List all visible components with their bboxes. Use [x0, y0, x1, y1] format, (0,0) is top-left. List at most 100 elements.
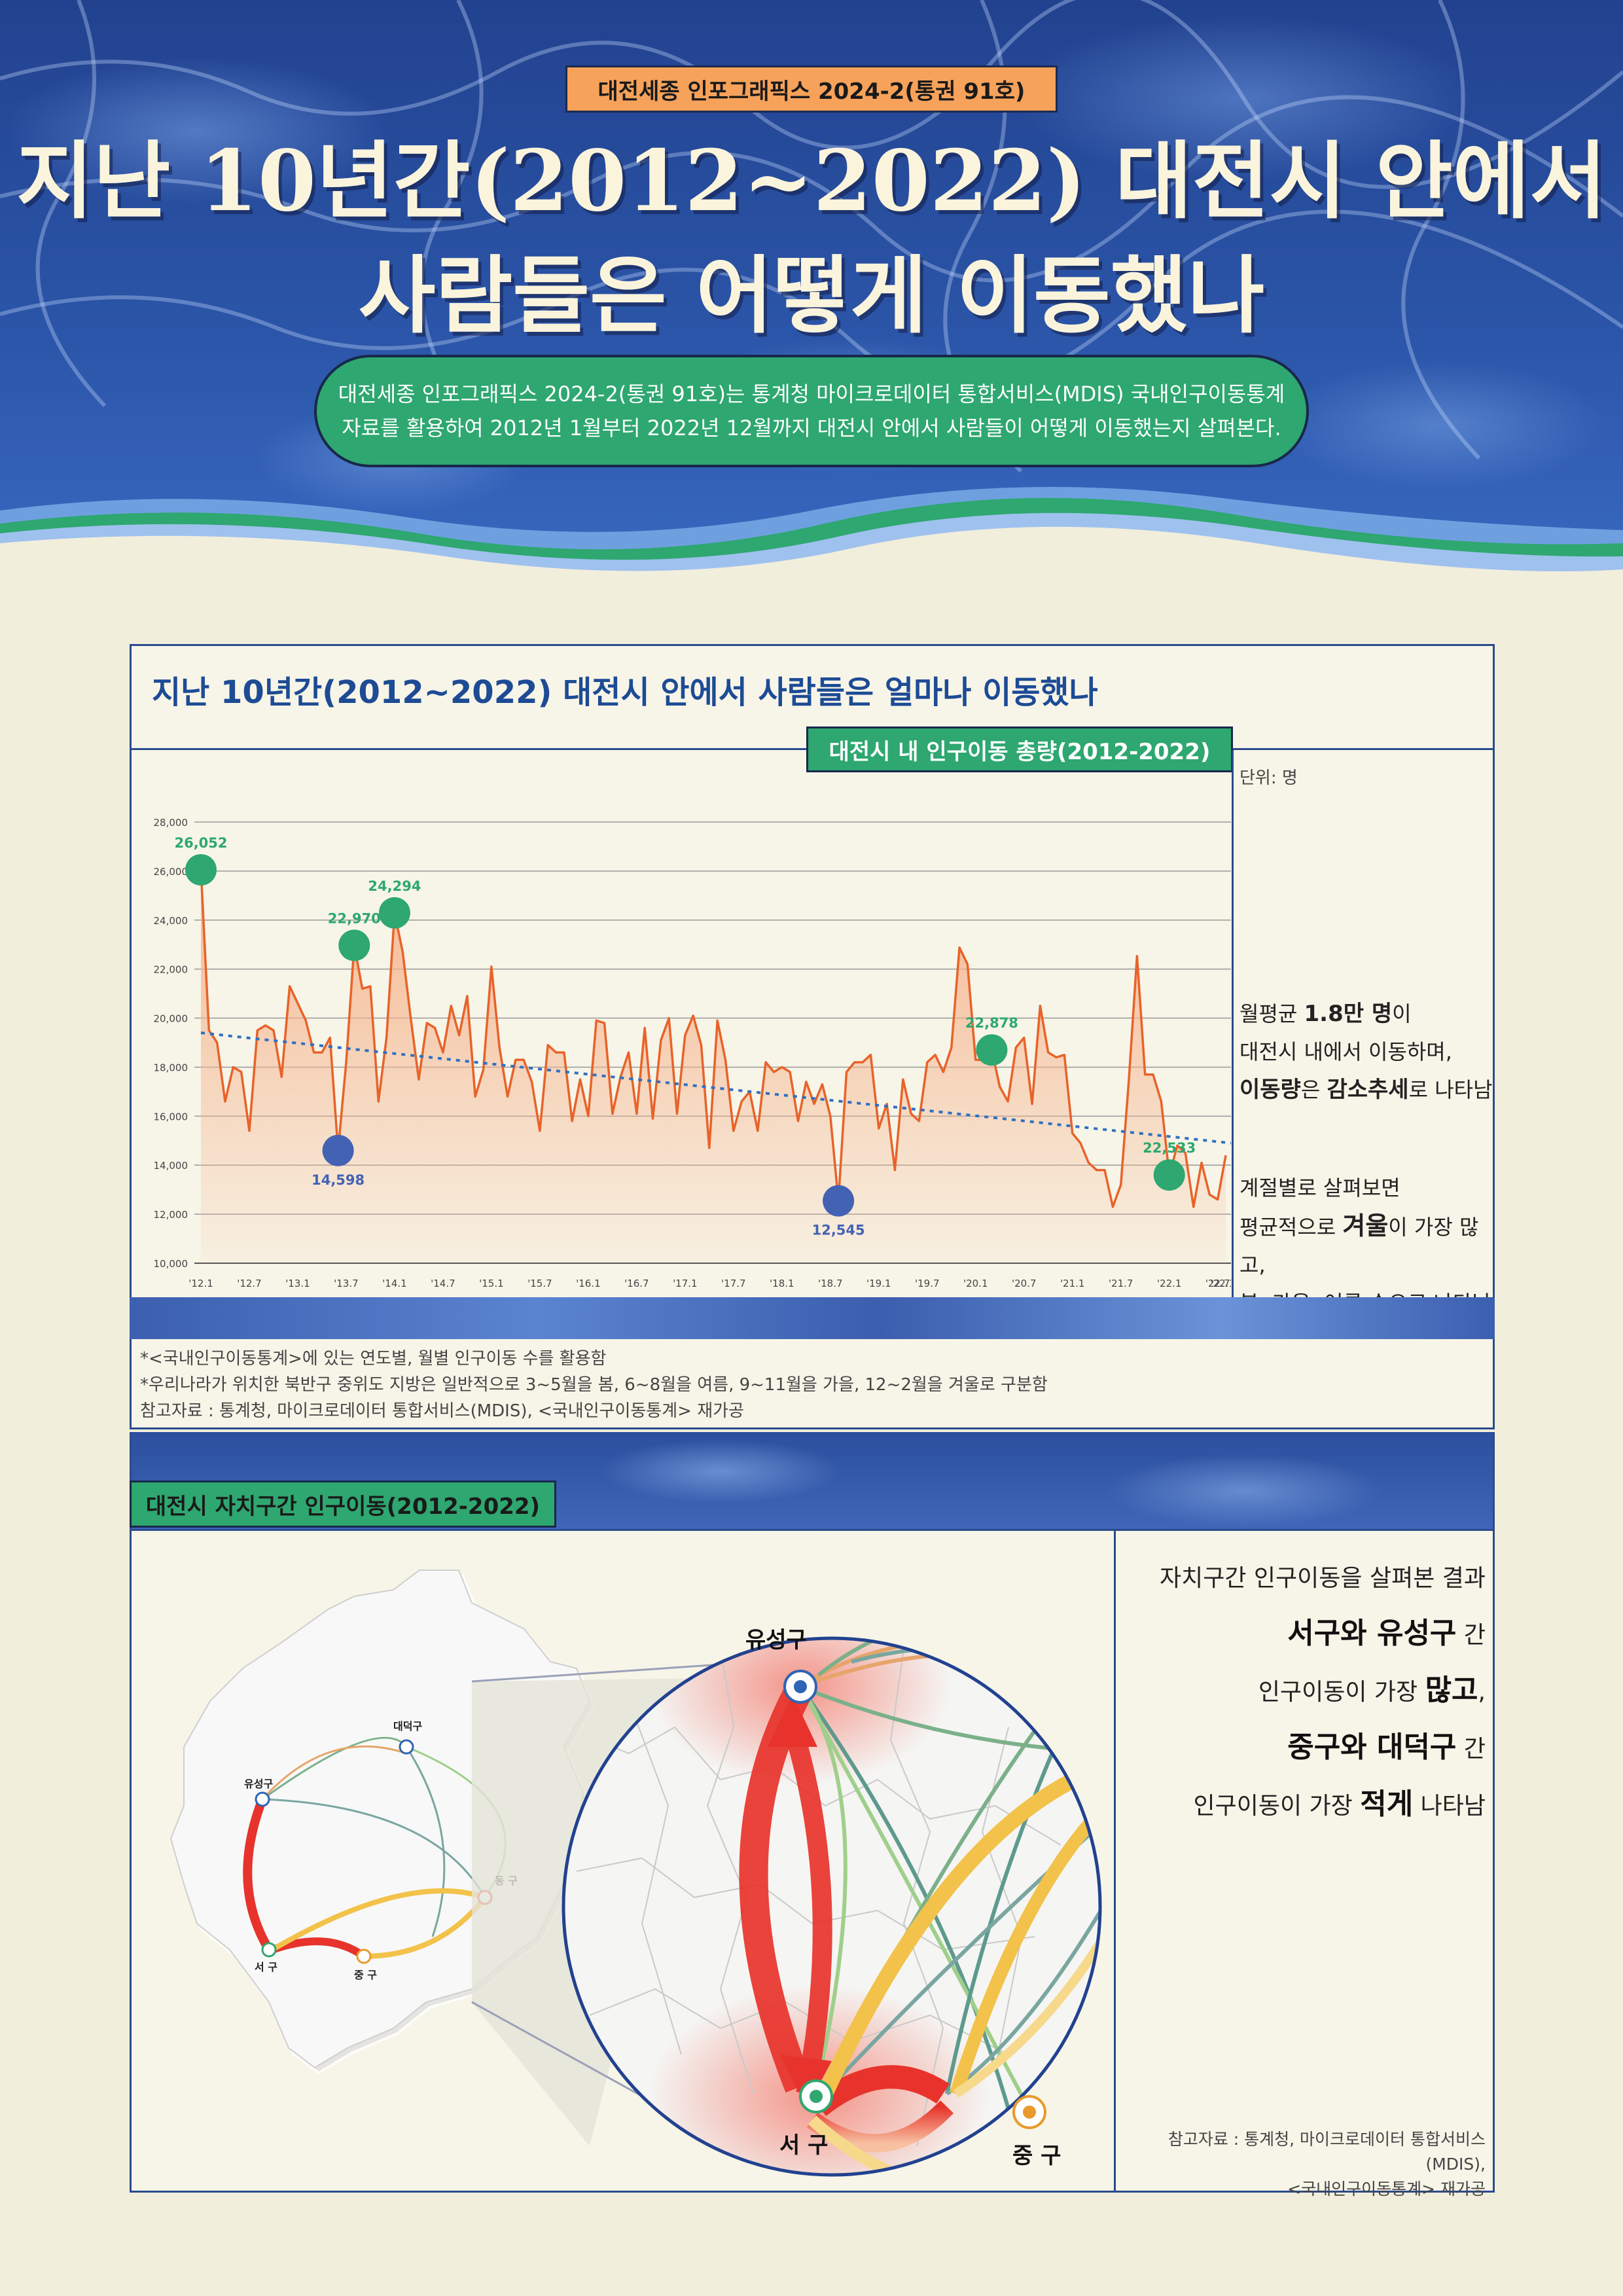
data-label: 22,533	[1143, 1140, 1196, 1156]
section-2-source: 참고자료 : 통계청, 마이크로데이터 통합서비스(MDIS), <국내인구이동…	[1126, 2127, 1486, 2202]
x-tick-label: '22.1	[1157, 1278, 1182, 1289]
chart-side-divider	[1232, 750, 1234, 1297]
y-tick-label: 12,000	[154, 1209, 188, 1221]
data-label: 26,052	[174, 835, 227, 851]
seo-small-marker	[261, 1942, 277, 1958]
summary-emphasis: 중구와 대덕구	[1287, 1731, 1457, 1764]
peak-marker	[976, 1034, 1008, 1066]
intro-summary: 대전세종 인포그래픽스 2024-2(통권 91호)는 통계청 마이크로데이터 …	[314, 355, 1309, 467]
x-tick-label: '18.7	[818, 1278, 843, 1289]
x-tick-label: '22.7	[1205, 1278, 1230, 1289]
y-tick-label: 16,000	[154, 1111, 188, 1122]
note-line: 월평균 1.8만 명이	[1240, 995, 1495, 1033]
summary-emphasis: 많고	[1425, 1674, 1478, 1707]
data-label: 14,598	[312, 1172, 365, 1188]
x-tick-label: '16.1	[576, 1278, 601, 1289]
summary-text: 간	[1456, 1736, 1486, 1763]
summary-line: 중구와 대덕구 간	[1126, 1720, 1486, 1777]
x-tick-label: '13.1	[285, 1278, 310, 1289]
x-tick-label: '21.7	[1109, 1278, 1133, 1289]
note-line: 대전시 내에서 이동하며,	[1240, 1039, 1452, 1064]
title-line-1: 지난 10년간(2012~2022) 대전시 안에서	[16, 132, 1607, 230]
y-tick-label: 14,000	[154, 1160, 188, 1172]
footnote: *<국내인구이동통계>에 있는 연도별, 월별 인구이동 수를 활용함	[140, 1349, 607, 1369]
data-label: 24,294	[368, 878, 421, 894]
peak-marker	[1153, 1159, 1185, 1191]
monthly-average-note: 월평균 1.8만 명이 대전시 내에서 이동하며, 이동량은 감소추세로 나타남	[1240, 995, 1495, 1109]
summary-line: 자치구간 인구이동을 살펴본 결과	[1159, 1565, 1486, 1592]
summary-text: 나타남	[1413, 1793, 1486, 1820]
x-tick-label: '17.7	[721, 1278, 746, 1289]
x-tick-label: '22.12	[1210, 1278, 1231, 1289]
trough-marker	[823, 1185, 855, 1217]
footnote: *우리나라가 위치한 북반구 중위도 지방은 일반적으로 3~5월을 봄, 6~…	[140, 1375, 1048, 1395]
note-text: 월평균	[1240, 1001, 1304, 1026]
x-tick-label: '21.1	[1060, 1278, 1085, 1289]
x-tick-label: '20.1	[963, 1278, 988, 1289]
y-tick-label: 18,000	[154, 1062, 188, 1073]
trough-marker	[322, 1134, 354, 1166]
y-tick-label: 28,000	[154, 817, 188, 829]
peak-marker	[378, 897, 410, 929]
peak-marker	[185, 853, 217, 886]
x-tick-label: '14.7	[431, 1278, 455, 1289]
page-title: 지난 10년간(2012~2022) 대전시 안에서 사람들은 어떻게 이동했나	[0, 124, 1623, 353]
x-tick-label: '17.1	[673, 1278, 698, 1289]
yuseong-label: 유성구	[745, 1627, 807, 1653]
summary-line: 서구와 유성구 간	[1126, 1606, 1486, 1663]
jung-label: 중 구	[1012, 2143, 1061, 2169]
daedeok-small-label: 대덕구	[393, 1720, 422, 1732]
summary-text: 인구이동이 가장	[1193, 1793, 1361, 1820]
section-1-footnotes: *<국내인구이동통계>에 있는 연도별, 월별 인구이동 수를 활용함 *우리나…	[140, 1346, 1048, 1424]
source-line: 참고자료 : 통계청, 마이크로데이터 통합서비스(MDIS),	[1168, 2130, 1486, 2174]
x-tick-label: '19.7	[915, 1278, 940, 1289]
line-chart: 10,000 12,000 14,000 16,000 18,000 20,000 22,0…	[132, 750, 1241, 1297]
x-tick-label: '19.1	[866, 1278, 891, 1289]
issue-badge: 대전세종 인포그래픽스 2024-2(통권 91호)	[565, 65, 1058, 113]
y-tick-label: 10,000	[154, 1258, 188, 1270]
summary-emphasis: 서구와 유성구	[1287, 1617, 1457, 1650]
x-tick-label: '15.1	[479, 1278, 504, 1289]
header-wave	[0, 487, 1623, 602]
x-tick-label: '13.7	[334, 1278, 359, 1289]
summary-text: 간	[1456, 1622, 1486, 1649]
summary-text: 인구이동이 가장	[1258, 1679, 1425, 1706]
note-text: 이 가장 많고,	[1240, 1215, 1479, 1278]
note-emphasis: 이동량	[1240, 1077, 1301, 1103]
note-line: 평균적으로 겨울이 가장 많고,	[1240, 1207, 1495, 1284]
district-summary: 자치구간 인구이동을 살펴본 결과 서구와 유성구 간 인구이동이 가장 많고,…	[1126, 1551, 1486, 1834]
note-text: 은	[1300, 1077, 1327, 1102]
x-tick-label: '14.1	[382, 1278, 407, 1289]
data-label: 22,970	[328, 910, 381, 926]
x-tick-label: '12.1	[188, 1278, 213, 1289]
seo-small-label: 서 구	[255, 1961, 277, 1973]
y-tick-label: 24,000	[154, 915, 188, 927]
data-label: 22,878	[965, 1015, 1018, 1031]
note-text: 이	[1392, 1001, 1412, 1026]
note-emphasis: 감소추세	[1327, 1077, 1409, 1103]
map-side-divider	[1114, 1529, 1116, 2193]
x-tick-label: '15.7	[527, 1278, 552, 1289]
header-banner: 대전세종 인포그래픽스 2024-2(통권 91호) 지난 10년간(2012~…	[0, 0, 1623, 602]
chart-title-badge: 대전시 내 인구이동 총량(2012-2022)	[806, 726, 1233, 772]
peak-marker	[338, 929, 370, 961]
footnote: 참고자료 : 통계청, 마이크로데이터 통합서비스(MDIS), <국내인구이동…	[140, 1401, 744, 1421]
yuseong-small-marker	[255, 1791, 270, 1807]
seo-label: 서 구	[779, 2132, 828, 2159]
intro-line-1: 대전세종 인포그래픽스 2024-2(통권 91호)는 통계청 마이크로데이터 …	[338, 382, 1285, 406]
decorative-strip	[130, 1297, 1495, 1339]
series-line	[200, 869, 1227, 1208]
trend-line	[200, 1031, 1232, 1145]
section-2-title: 대전시 자치구간 인구이동(2012-2022)	[130, 1480, 556, 1528]
zoomed-circle-map: 유성구 서 구 중 구	[562, 1627, 1102, 2177]
chart-unit-label: 단위: 명	[1240, 768, 1298, 788]
note-text: 평균적으로	[1240, 1215, 1343, 1240]
jung-small-marker	[356, 1948, 372, 1964]
x-tick-label: '20.7	[1012, 1278, 1037, 1289]
summary-emphasis: 적게	[1360, 1787, 1414, 1821]
note-line: 이동량은 감소추세로 나타남	[1240, 1071, 1495, 1109]
y-tick-label: 26,000	[154, 866, 188, 878]
jung-small-label: 중 구	[354, 1969, 377, 1981]
district-flow-map: 유성구 서 구 중 구 동 구 대덕구	[169, 1570, 1102, 2177]
x-tick-label: '16.7	[624, 1278, 649, 1289]
